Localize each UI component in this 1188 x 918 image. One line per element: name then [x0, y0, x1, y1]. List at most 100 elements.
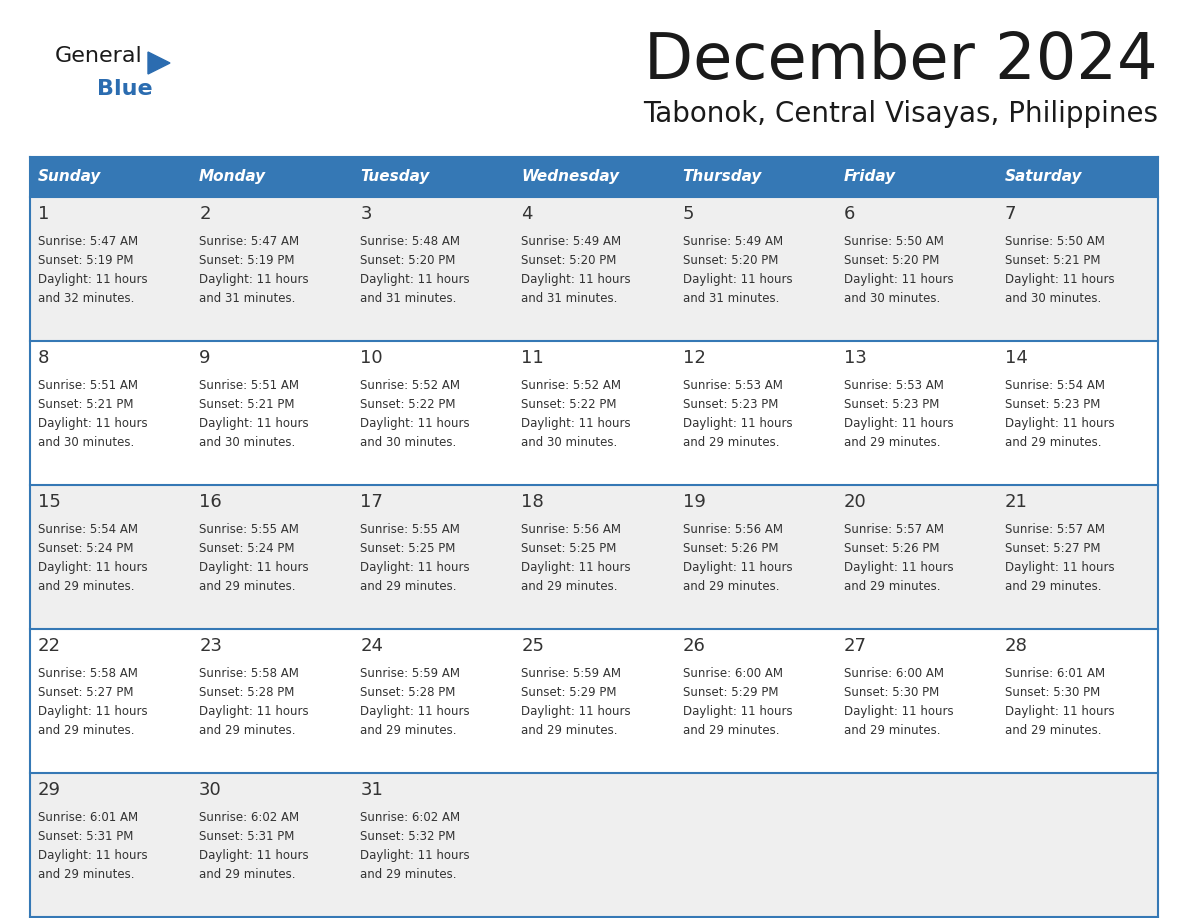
Text: Tabonok, Central Visayas, Philippines: Tabonok, Central Visayas, Philippines: [643, 100, 1158, 128]
Text: 7: 7: [1005, 205, 1017, 223]
Text: Sunrise: 5:49 AM: Sunrise: 5:49 AM: [522, 235, 621, 248]
Text: Tuesday: Tuesday: [360, 170, 430, 185]
Text: Daylight: 11 hours: Daylight: 11 hours: [360, 273, 470, 286]
Text: and 29 minutes.: and 29 minutes.: [522, 580, 618, 593]
Text: Daylight: 11 hours: Daylight: 11 hours: [360, 849, 470, 862]
Text: Sunset: 5:20 PM: Sunset: 5:20 PM: [360, 254, 456, 267]
Text: and 30 minutes.: and 30 minutes.: [1005, 292, 1101, 305]
Text: Sunrise: 5:47 AM: Sunrise: 5:47 AM: [38, 235, 138, 248]
Text: 21: 21: [1005, 493, 1028, 511]
Text: General: General: [55, 46, 143, 66]
Text: 31: 31: [360, 781, 384, 799]
Text: and 29 minutes.: and 29 minutes.: [38, 868, 134, 881]
Text: 17: 17: [360, 493, 384, 511]
Text: and 29 minutes.: and 29 minutes.: [200, 868, 296, 881]
Text: 19: 19: [683, 493, 706, 511]
Text: Sunrise: 5:49 AM: Sunrise: 5:49 AM: [683, 235, 783, 248]
Text: Sunrise: 5:56 AM: Sunrise: 5:56 AM: [683, 523, 783, 536]
Text: Daylight: 11 hours: Daylight: 11 hours: [843, 705, 953, 718]
Text: Daylight: 11 hours: Daylight: 11 hours: [522, 273, 631, 286]
Text: 1: 1: [38, 205, 50, 223]
Text: and 29 minutes.: and 29 minutes.: [38, 580, 134, 593]
Text: Daylight: 11 hours: Daylight: 11 hours: [200, 417, 309, 430]
Text: 22: 22: [38, 637, 61, 655]
Text: 25: 25: [522, 637, 544, 655]
Text: Sunrise: 6:00 AM: Sunrise: 6:00 AM: [843, 667, 943, 680]
Text: Sunset: 5:19 PM: Sunset: 5:19 PM: [200, 254, 295, 267]
Text: 8: 8: [38, 349, 50, 367]
Text: Blue: Blue: [97, 79, 152, 99]
Text: and 29 minutes.: and 29 minutes.: [200, 724, 296, 737]
Bar: [30, 197, 1158, 341]
Text: Sunset: 5:26 PM: Sunset: 5:26 PM: [843, 542, 940, 555]
Text: and 29 minutes.: and 29 minutes.: [522, 724, 618, 737]
Text: 24: 24: [360, 637, 384, 655]
Text: Sunrise: 5:56 AM: Sunrise: 5:56 AM: [522, 523, 621, 536]
Text: Daylight: 11 hours: Daylight: 11 hours: [843, 417, 953, 430]
Text: Sunset: 5:27 PM: Sunset: 5:27 PM: [38, 686, 133, 699]
Text: Sunrise: 5:51 AM: Sunrise: 5:51 AM: [200, 379, 299, 392]
Text: Sunset: 5:24 PM: Sunset: 5:24 PM: [38, 542, 133, 555]
Text: Sunrise: 6:01 AM: Sunrise: 6:01 AM: [38, 811, 138, 824]
Text: 23: 23: [200, 637, 222, 655]
Bar: [675, 157, 835, 197]
Text: 16: 16: [200, 493, 222, 511]
Text: Sunrise: 5:55 AM: Sunrise: 5:55 AM: [360, 523, 460, 536]
Text: Sunrise: 5:50 AM: Sunrise: 5:50 AM: [1005, 235, 1105, 248]
Text: Sunset: 5:31 PM: Sunset: 5:31 PM: [200, 830, 295, 843]
Text: and 29 minutes.: and 29 minutes.: [1005, 436, 1101, 449]
Text: Sunset: 5:23 PM: Sunset: 5:23 PM: [683, 398, 778, 411]
Text: Sunset: 5:20 PM: Sunset: 5:20 PM: [843, 254, 939, 267]
Text: 6: 6: [843, 205, 855, 223]
Text: Sunset: 5:28 PM: Sunset: 5:28 PM: [360, 686, 456, 699]
Text: Daylight: 11 hours: Daylight: 11 hours: [843, 273, 953, 286]
Text: and 29 minutes.: and 29 minutes.: [360, 868, 456, 881]
Text: Sunrise: 6:00 AM: Sunrise: 6:00 AM: [683, 667, 783, 680]
Text: Saturday: Saturday: [1005, 170, 1082, 185]
Text: December 2024: December 2024: [644, 30, 1158, 92]
Text: and 29 minutes.: and 29 minutes.: [360, 580, 456, 593]
Text: Sunrise: 5:57 AM: Sunrise: 5:57 AM: [1005, 523, 1105, 536]
Text: and 31 minutes.: and 31 minutes.: [683, 292, 779, 305]
Text: 12: 12: [683, 349, 706, 367]
Text: Sunrise: 5:59 AM: Sunrise: 5:59 AM: [522, 667, 621, 680]
Bar: [30, 341, 1158, 485]
Text: Sunrise: 5:57 AM: Sunrise: 5:57 AM: [843, 523, 943, 536]
Text: and 29 minutes.: and 29 minutes.: [843, 724, 940, 737]
Text: Sunset: 5:32 PM: Sunset: 5:32 PM: [360, 830, 456, 843]
Text: Sunday: Sunday: [38, 170, 101, 185]
Text: and 29 minutes.: and 29 minutes.: [843, 580, 940, 593]
Text: Sunrise: 6:02 AM: Sunrise: 6:02 AM: [200, 811, 299, 824]
Text: Sunrise: 5:54 AM: Sunrise: 5:54 AM: [1005, 379, 1105, 392]
Text: 10: 10: [360, 349, 383, 367]
Text: Sunrise: 5:52 AM: Sunrise: 5:52 AM: [360, 379, 460, 392]
Text: Daylight: 11 hours: Daylight: 11 hours: [1005, 273, 1114, 286]
Text: and 30 minutes.: and 30 minutes.: [843, 292, 940, 305]
Text: Sunrise: 5:50 AM: Sunrise: 5:50 AM: [843, 235, 943, 248]
Text: Daylight: 11 hours: Daylight: 11 hours: [360, 417, 470, 430]
Text: Sunset: 5:21 PM: Sunset: 5:21 PM: [38, 398, 133, 411]
Text: Sunset: 5:28 PM: Sunset: 5:28 PM: [200, 686, 295, 699]
Text: and 31 minutes.: and 31 minutes.: [200, 292, 296, 305]
Text: and 30 minutes.: and 30 minutes.: [360, 436, 456, 449]
Text: 5: 5: [683, 205, 694, 223]
Text: and 29 minutes.: and 29 minutes.: [38, 724, 134, 737]
Text: Daylight: 11 hours: Daylight: 11 hours: [38, 273, 147, 286]
Text: Sunset: 5:21 PM: Sunset: 5:21 PM: [1005, 254, 1100, 267]
Text: and 29 minutes.: and 29 minutes.: [1005, 580, 1101, 593]
Text: Sunset: 5:26 PM: Sunset: 5:26 PM: [683, 542, 778, 555]
Text: Daylight: 11 hours: Daylight: 11 hours: [38, 705, 147, 718]
Text: Sunrise: 5:48 AM: Sunrise: 5:48 AM: [360, 235, 460, 248]
Text: and 29 minutes.: and 29 minutes.: [843, 436, 940, 449]
Text: 11: 11: [522, 349, 544, 367]
Text: Daylight: 11 hours: Daylight: 11 hours: [360, 705, 470, 718]
Text: 4: 4: [522, 205, 533, 223]
Text: Sunset: 5:29 PM: Sunset: 5:29 PM: [683, 686, 778, 699]
Text: and 31 minutes.: and 31 minutes.: [522, 292, 618, 305]
Text: 26: 26: [683, 637, 706, 655]
Text: Daylight: 11 hours: Daylight: 11 hours: [522, 561, 631, 574]
Text: Daylight: 11 hours: Daylight: 11 hours: [683, 417, 792, 430]
Text: Daylight: 11 hours: Daylight: 11 hours: [38, 417, 147, 430]
Text: Sunset: 5:21 PM: Sunset: 5:21 PM: [200, 398, 295, 411]
Text: 3: 3: [360, 205, 372, 223]
